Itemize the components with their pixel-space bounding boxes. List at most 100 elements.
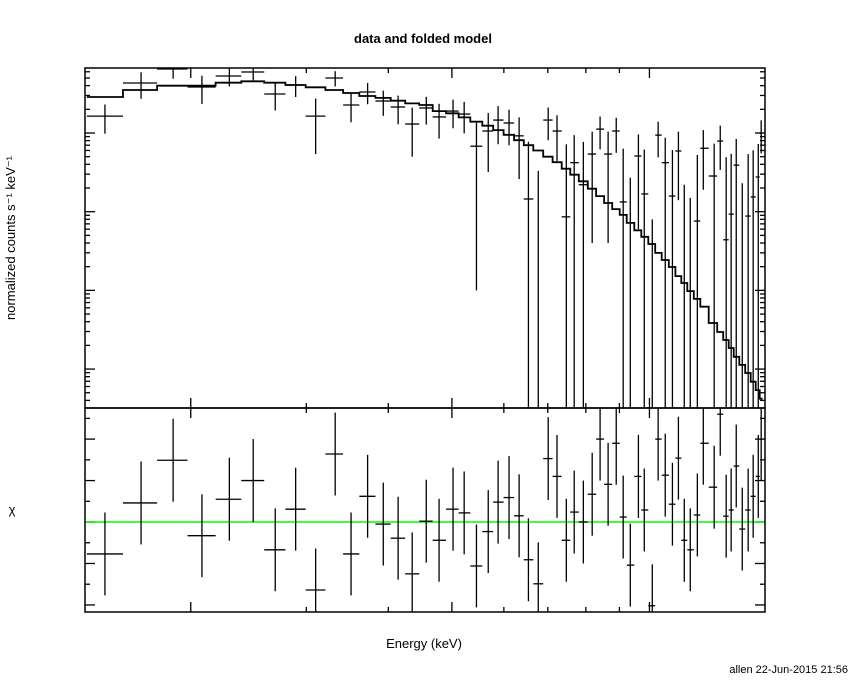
residual-point bbox=[533, 542, 544, 612]
data-point bbox=[470, 122, 483, 291]
data-point bbox=[493, 106, 504, 145]
data-point bbox=[241, 68, 265, 81]
residual-point bbox=[215, 457, 242, 541]
residual-point bbox=[390, 496, 406, 580]
data-point bbox=[514, 117, 524, 180]
residual-point bbox=[578, 480, 588, 564]
data-point bbox=[325, 71, 344, 87]
residual-point bbox=[405, 532, 420, 612]
data-point bbox=[446, 99, 459, 129]
chart-title: data and folded model bbox=[354, 31, 492, 46]
data-point bbox=[405, 107, 420, 157]
residual-point bbox=[750, 454, 756, 538]
top-panel-marks bbox=[86, 68, 763, 408]
footer-timestamp: allen 22-Jun-2015 21:56 bbox=[729, 664, 848, 676]
data-point bbox=[543, 107, 553, 141]
data-point bbox=[578, 141, 588, 408]
residual-point bbox=[596, 408, 605, 481]
residual-point bbox=[543, 417, 553, 501]
residual-point bbox=[634, 434, 642, 518]
data-point bbox=[482, 112, 494, 172]
residual-point bbox=[619, 475, 627, 559]
residual-point bbox=[661, 433, 669, 517]
bottom-panel-frame bbox=[84, 407, 766, 613]
data-point bbox=[86, 104, 124, 134]
residual-point bbox=[285, 467, 306, 551]
data-point bbox=[187, 75, 216, 104]
top-panel-frame bbox=[84, 67, 766, 409]
data-point bbox=[285, 76, 306, 97]
data-point bbox=[728, 153, 734, 408]
data-point bbox=[552, 115, 562, 162]
data-point bbox=[419, 96, 433, 125]
residual-point bbox=[587, 452, 597, 536]
residual-point bbox=[626, 523, 635, 607]
residual-point bbox=[641, 468, 649, 552]
data-point bbox=[745, 154, 751, 408]
data-point bbox=[619, 148, 627, 408]
data-point bbox=[668, 150, 676, 408]
data-point bbox=[733, 138, 740, 408]
residual-point bbox=[668, 462, 676, 546]
residual-point bbox=[446, 467, 459, 551]
residual-point bbox=[86, 512, 124, 596]
data-point bbox=[157, 68, 188, 79]
residual-point bbox=[432, 498, 447, 582]
data-point bbox=[123, 72, 158, 99]
data-point bbox=[661, 137, 669, 408]
data-point bbox=[717, 125, 724, 170]
residual-point bbox=[470, 524, 483, 608]
data-point bbox=[390, 95, 406, 125]
data-point bbox=[604, 131, 613, 244]
residual-point bbox=[187, 494, 216, 578]
data-point bbox=[723, 157, 729, 408]
data-point bbox=[759, 120, 763, 154]
residual-point bbox=[503, 456, 515, 540]
residual-point bbox=[305, 548, 326, 612]
residual-point bbox=[717, 408, 724, 456]
residual-point bbox=[723, 474, 729, 558]
data-point bbox=[215, 68, 242, 87]
data-point bbox=[587, 131, 597, 244]
residual-point bbox=[739, 487, 746, 571]
residual-point bbox=[700, 408, 709, 485]
residual-point bbox=[241, 439, 265, 523]
residual-point bbox=[419, 479, 433, 563]
residual-point bbox=[523, 518, 534, 602]
data-point bbox=[693, 154, 701, 408]
x-axis-label: Energy (keV) bbox=[386, 636, 462, 651]
residual-point bbox=[728, 468, 734, 552]
data-point bbox=[503, 109, 515, 146]
residual-point bbox=[745, 468, 751, 552]
data-point bbox=[359, 82, 376, 105]
residual-point bbox=[733, 424, 740, 508]
residual-point bbox=[561, 498, 571, 582]
data-point bbox=[305, 98, 326, 155]
residual-point bbox=[693, 473, 701, 557]
bottom-panel-marks bbox=[85, 408, 765, 612]
data-point bbox=[700, 130, 709, 190]
data-point bbox=[596, 116, 605, 150]
residual-point bbox=[612, 408, 620, 485]
residual-point bbox=[687, 508, 694, 592]
residual-point bbox=[604, 442, 613, 526]
data-point bbox=[641, 149, 649, 408]
data-point bbox=[264, 82, 286, 111]
data-point bbox=[523, 141, 534, 408]
residual-point bbox=[708, 445, 718, 529]
data-point bbox=[570, 135, 579, 408]
folded-model-line bbox=[86, 80, 763, 400]
residual-point bbox=[675, 416, 682, 500]
residual-point bbox=[157, 418, 188, 502]
data-point bbox=[343, 93, 360, 123]
residual-point bbox=[482, 490, 494, 574]
residual-point bbox=[375, 482, 391, 566]
data-point bbox=[750, 150, 756, 408]
residual-point bbox=[514, 474, 524, 558]
residual-point bbox=[648, 564, 656, 612]
data-point bbox=[375, 90, 391, 116]
residual-point bbox=[552, 434, 562, 518]
residual-point bbox=[325, 412, 344, 496]
residual-point bbox=[570, 470, 579, 554]
